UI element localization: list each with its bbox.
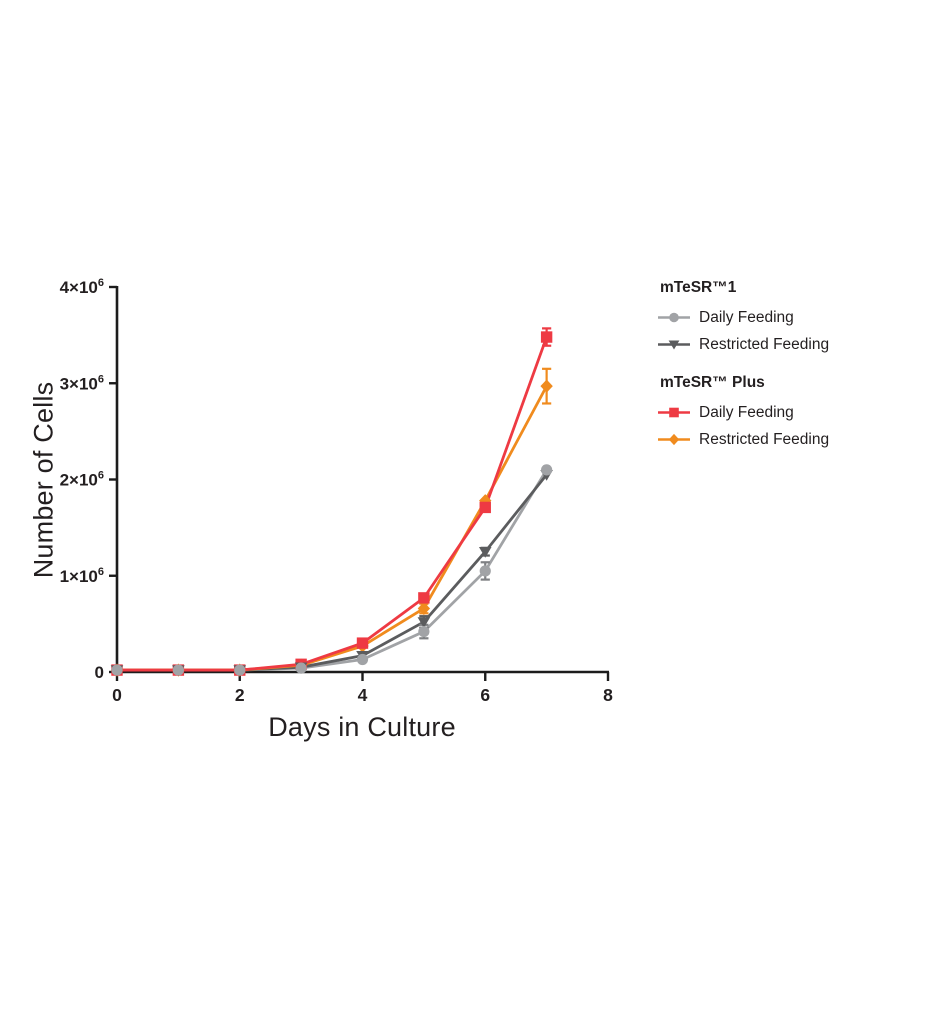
legend-item-label: Restricted Feeding [699, 430, 830, 448]
y-tick-label: 2×106 [60, 470, 104, 490]
data-point [478, 546, 492, 558]
data-point [540, 331, 553, 343]
legend-group-title-mtesr-plus: mTeSR™ Plus [660, 374, 765, 391]
series-line [115, 384, 549, 672]
data-point [479, 494, 492, 508]
x-tick-label: 4 [358, 685, 368, 705]
y-axis-title: Number of Cells [28, 381, 59, 579]
legend-item-label: Daily Feeding [699, 308, 794, 326]
legend-item-label: Restricted Feeding [699, 335, 830, 353]
square-marker-icon [658, 405, 690, 420]
legend-item-mtesr1-daily: Daily Feeding [658, 304, 829, 331]
data-point [418, 592, 430, 604]
diamond-marker-icon [658, 432, 690, 447]
circle-marker-icon [658, 310, 690, 325]
data-point [172, 664, 184, 676]
data-point [234, 664, 246, 676]
data-point [417, 617, 431, 628]
legend-item-plus-daily: Daily Feeding [658, 399, 829, 426]
data-point [479, 565, 491, 577]
data-point [295, 662, 307, 674]
y-tick-label: 3×106 [60, 373, 104, 393]
data-point [479, 501, 491, 514]
legend-item-mtesr1-restricted: Restricted Feeding [658, 331, 829, 358]
data-point [356, 637, 369, 649]
y-tick-label: 4×106 [60, 277, 104, 297]
data-point [111, 664, 123, 676]
data-point [417, 601, 431, 616]
x-tick-label: 0 [112, 685, 122, 705]
series-line [115, 335, 549, 672]
x-tick-label: 8 [603, 685, 613, 705]
x-tick-label: 6 [480, 685, 490, 705]
x-axis-title: Days in Culture [268, 712, 456, 742]
y-tick-label: 1×106 [60, 566, 104, 586]
triangle-down-marker-icon [658, 337, 690, 352]
legend-item-label: Daily Feeding [699, 403, 794, 421]
data-point [418, 625, 430, 638]
legend: mTeSR™1 Daily Feeding Restricted Feeding… [658, 279, 829, 453]
y-tick-label: 0 [95, 663, 104, 682]
data-point [540, 379, 553, 393]
legend-group-title-mtesr1: mTeSR™1 [660, 279, 737, 296]
x-tick-label: 2 [235, 685, 245, 705]
data-point [356, 653, 369, 666]
data-point [541, 464, 553, 476]
legend-item-plus-restricted: Restricted Feeding [658, 426, 829, 453]
